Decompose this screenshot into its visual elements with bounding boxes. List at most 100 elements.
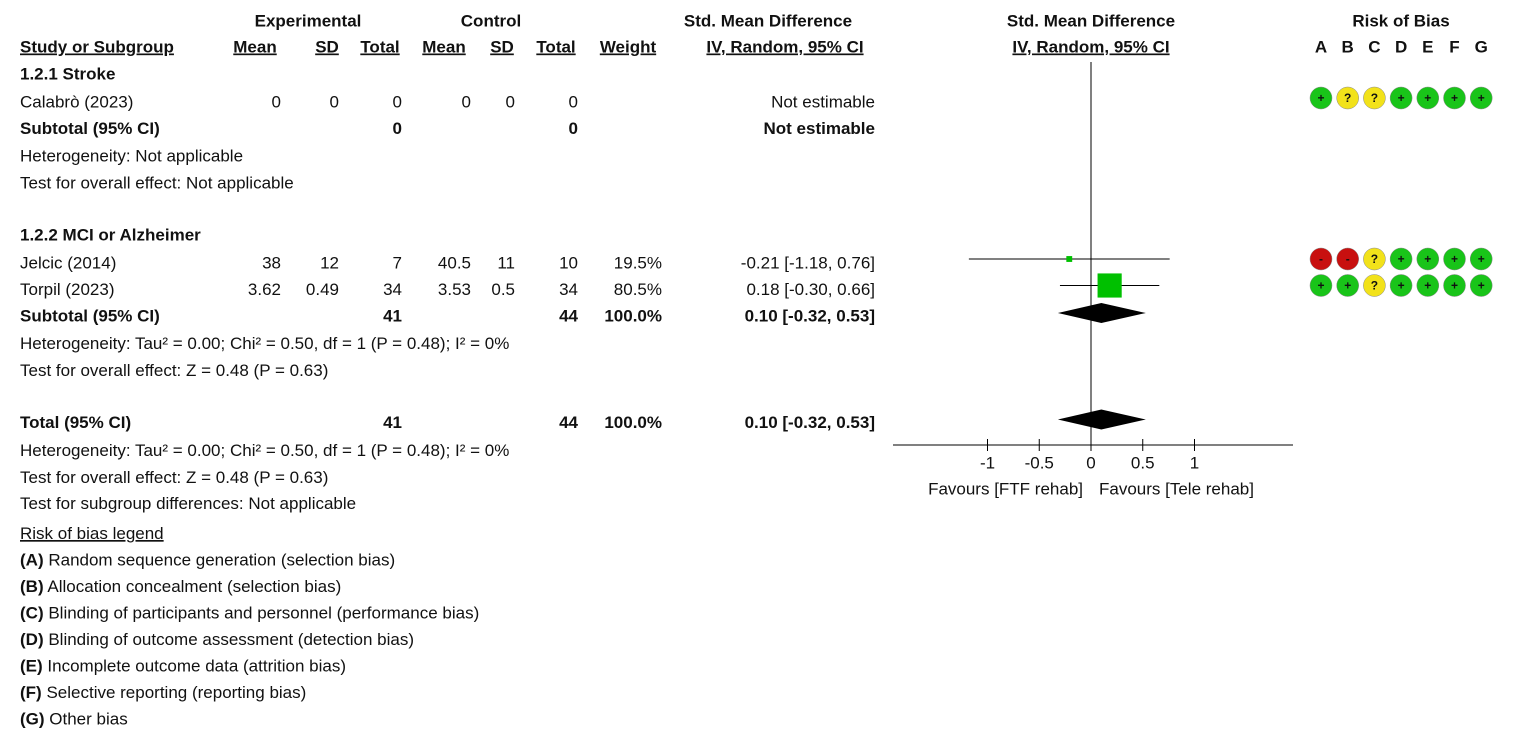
legend-key: (D) bbox=[20, 630, 44, 649]
bias-symbol: - bbox=[1346, 252, 1350, 266]
cell: 44 bbox=[559, 413, 578, 432]
bias-symbol: ? bbox=[1371, 91, 1378, 105]
cell: 0 bbox=[393, 92, 402, 111]
cell: 0 bbox=[569, 119, 578, 138]
group-header: Risk of Bias bbox=[1352, 11, 1449, 30]
total-label: Total (95% CI) bbox=[20, 413, 131, 432]
legend-text: Incomplete outcome data (attrition bias) bbox=[43, 657, 346, 676]
x-tick-label: -0.5 bbox=[1025, 453, 1054, 472]
legend-key: (F) bbox=[20, 683, 42, 702]
legend-text: Blinding of participants and personnel (… bbox=[44, 604, 480, 623]
bias-circle bbox=[1309, 274, 1333, 297]
cell: 44 bbox=[559, 306, 578, 325]
bias-circle bbox=[1363, 274, 1386, 297]
x-tick-label: 1 bbox=[1190, 453, 1199, 472]
bias-symbol: + bbox=[1478, 279, 1485, 293]
x-tick-label: 0 bbox=[1086, 453, 1095, 472]
cell: 0.49 bbox=[306, 280, 339, 299]
cell: 34 bbox=[383, 280, 402, 299]
cell: 0 bbox=[330, 92, 339, 111]
favours-label: Favours [FTF rehab] bbox=[928, 479, 1083, 498]
bias-domain-header: G bbox=[1475, 37, 1488, 56]
legend-key: (G) bbox=[20, 710, 45, 729]
column-header: IV, Random, 95% CI bbox=[1012, 37, 1169, 56]
bias-circle bbox=[1443, 86, 1466, 110]
bias-circle bbox=[1469, 274, 1493, 297]
legend-item: (D) Blinding of outcome assessment (dete… bbox=[20, 630, 414, 649]
column-header: Mean bbox=[422, 37, 465, 56]
legend-text: Selective reporting (reporting bias) bbox=[42, 683, 307, 702]
overall-effect: Test for overall effect: Z = 0.48 (P = 0… bbox=[20, 361, 328, 380]
column-header: SD bbox=[490, 37, 514, 56]
cell: 41 bbox=[383, 306, 402, 325]
bias-circle bbox=[1416, 247, 1440, 271]
effect-ci: 0.10 [-0.32, 0.53] bbox=[745, 413, 875, 432]
bias-symbol: + bbox=[1478, 252, 1485, 266]
legend-item: (F) Selective reporting (reporting bias) bbox=[20, 683, 306, 702]
heterogeneity: Heterogeneity: Tau² = 0.00; Chi² = 0.50,… bbox=[20, 334, 509, 353]
bias-circle bbox=[1309, 86, 1333, 110]
column-header: Study or Subgroup bbox=[20, 37, 174, 56]
column-header: Weight bbox=[600, 37, 657, 56]
heterogeneity: Heterogeneity: Not applicable bbox=[20, 146, 243, 165]
weight: 19.5% bbox=[614, 253, 662, 272]
cell: 0 bbox=[506, 92, 515, 111]
study-name: Jelcic (2014) bbox=[20, 253, 116, 272]
cell: 0.5 bbox=[491, 280, 515, 299]
legend-title: Risk of bias legend bbox=[20, 524, 164, 543]
bias-circle bbox=[1336, 274, 1359, 297]
bias-symbol: ? bbox=[1344, 91, 1351, 105]
cell: 0 bbox=[569, 92, 578, 111]
heterogeneity: Heterogeneity: Tau² = 0.00; Chi² = 0.50,… bbox=[20, 441, 509, 460]
legend-item: (E) Incomplete outcome data (attrition b… bbox=[20, 657, 346, 676]
bias-symbol: + bbox=[1398, 252, 1405, 266]
bias-circle bbox=[1336, 247, 1359, 271]
subgroup-differences: Test for subgroup differences: Not appli… bbox=[20, 494, 356, 513]
bias-circle bbox=[1389, 86, 1413, 110]
x-tick-label: 0.5 bbox=[1131, 453, 1155, 472]
bias-circle bbox=[1363, 247, 1386, 271]
legend-item: (G) Other bias bbox=[20, 710, 128, 729]
bias-symbol: + bbox=[1451, 279, 1458, 293]
study-square bbox=[1066, 256, 1073, 262]
effect-ci: Not estimable bbox=[764, 119, 875, 138]
cell: 3.62 bbox=[248, 280, 281, 299]
bias-symbol: + bbox=[1478, 91, 1485, 105]
bias-circle bbox=[1416, 274, 1440, 297]
legend-text: Random sequence generation (selection bi… bbox=[44, 551, 396, 570]
bias-domain-header: E bbox=[1422, 37, 1433, 56]
cell: 3.53 bbox=[438, 280, 471, 299]
bias-circle bbox=[1389, 247, 1413, 271]
pooled-diamond bbox=[1057, 409, 1146, 430]
effect-ci: -0.21 [-1.18, 0.76] bbox=[741, 253, 875, 272]
cell: 11 bbox=[497, 253, 515, 272]
column-header: Total bbox=[360, 37, 399, 56]
group-header: Std. Mean Difference bbox=[1007, 11, 1175, 30]
bias-circle bbox=[1443, 247, 1466, 271]
bias-symbol: + bbox=[1424, 279, 1431, 293]
bias-circle bbox=[1469, 247, 1493, 271]
bias-symbol: + bbox=[1398, 279, 1405, 293]
cell: 7 bbox=[393, 253, 402, 272]
weight: 100.0% bbox=[604, 413, 662, 432]
bias-circle bbox=[1336, 86, 1359, 110]
bias-symbol: ? bbox=[1371, 252, 1378, 266]
effect-ci: Not estimable bbox=[771, 92, 875, 111]
cell: 0 bbox=[393, 119, 402, 138]
bias-symbol: ? bbox=[1371, 279, 1378, 293]
bias-circle bbox=[1443, 274, 1466, 297]
weight: 100.0% bbox=[604, 306, 662, 325]
legend-key: (E) bbox=[20, 657, 43, 676]
bias-circle bbox=[1363, 86, 1386, 110]
legend-text: Other bias bbox=[45, 710, 128, 729]
subgroup-title: 1.2.1 Stroke bbox=[20, 64, 115, 83]
legend-text: Allocation concealment (selection bias) bbox=[44, 577, 342, 596]
study-name: Torpil (2023) bbox=[20, 280, 115, 299]
bias-circle bbox=[1416, 86, 1440, 110]
column-header: Total bbox=[536, 37, 575, 56]
legend-item: (B) Allocation concealment (selection bi… bbox=[20, 577, 341, 596]
legend-key: (B) bbox=[20, 577, 44, 596]
cell: 34 bbox=[559, 280, 578, 299]
